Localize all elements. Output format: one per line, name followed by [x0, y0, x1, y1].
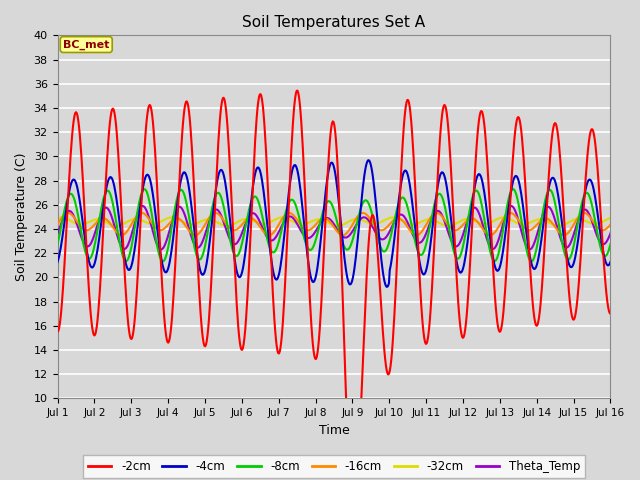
Y-axis label: Soil Temperature (C): Soil Temperature (C)	[15, 153, 28, 281]
Text: BC_met: BC_met	[63, 39, 109, 50]
X-axis label: Time: Time	[319, 424, 349, 437]
Legend: -2cm, -4cm, -8cm, -16cm, -32cm, Theta_Temp: -2cm, -4cm, -8cm, -16cm, -32cm, Theta_Te…	[83, 455, 585, 478]
Title: Soil Temperatures Set A: Soil Temperatures Set A	[243, 15, 426, 30]
